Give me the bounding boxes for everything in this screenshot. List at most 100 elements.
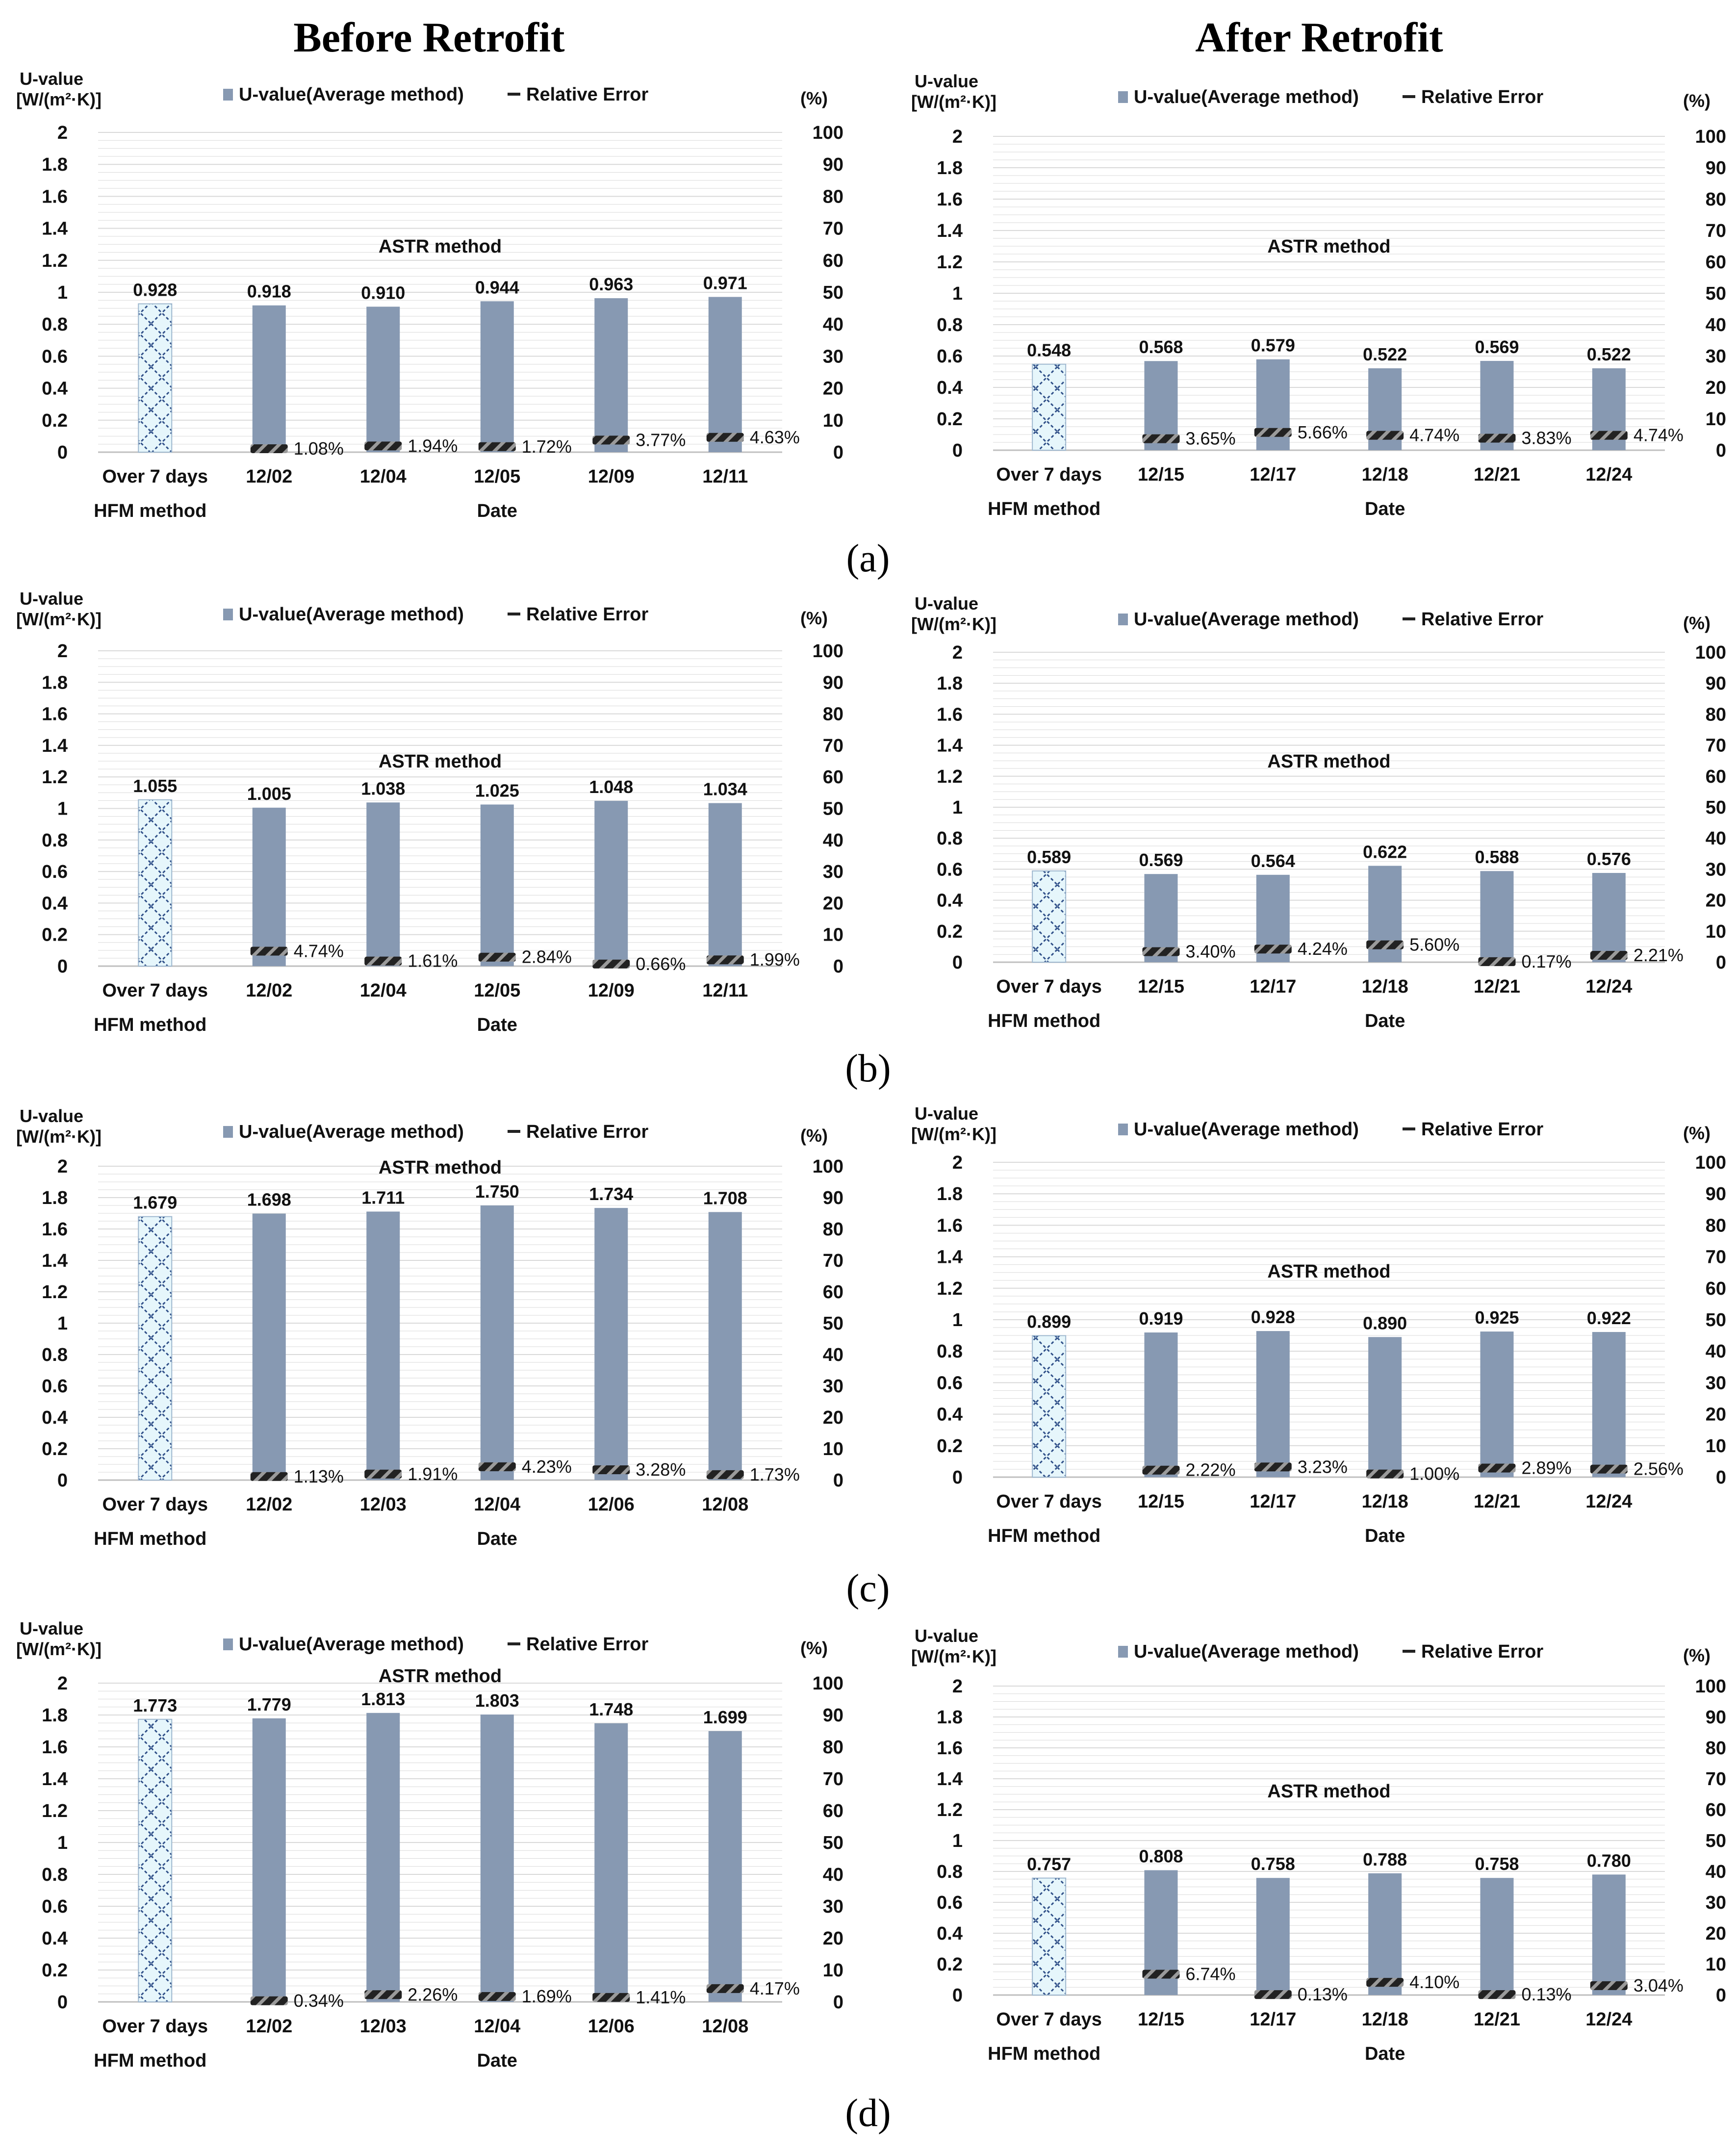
astr-method-label: ASTR method [379,751,502,772]
bar-value-label: 1.048 [589,777,633,797]
y2-tick-label: 60 [823,767,843,788]
x-tick-label: 12/03 [360,2016,407,2037]
y-tick-label: 0.6 [42,1896,68,1917]
y2-tick-label: 50 [823,282,843,303]
legend-error-label: Relative Error [526,84,648,105]
astr-method-label: ASTR method [379,1157,502,1178]
y-tick-label: 1 [952,283,963,304]
y2-tick-label: 0 [1716,1985,1726,2006]
astr-bar [708,297,742,452]
astr-bar [366,1211,400,1480]
astr-method-label: ASTR method [379,236,502,257]
y-axis-unit: [W/(m²·K)] [16,1639,102,1659]
hfm-method-label: HFM method [94,1015,206,1035]
y-tick-label: 1.4 [42,736,68,756]
x-tick-label: 12/02 [246,1494,292,1515]
relative-error-marker [592,435,630,445]
x-tick-label: 12/05 [474,466,520,487]
relative-error-marker [250,947,288,956]
y-tick-label: 1.6 [42,1737,68,1758]
x-tick-label: 12/09 [588,980,635,1001]
hfm-method-label: HFM method [94,501,206,521]
relative-error-label: 0.17% [1522,951,1572,972]
x-tick-label: 12/05 [474,980,520,1001]
y2-tick-label: 100 [813,641,843,662]
y-tick-label: 1.6 [42,186,68,207]
astr-bar [1480,1331,1514,1477]
bar-value-label: 0.588 [1475,847,1519,867]
y2-tick-label: 30 [1706,346,1726,367]
relative-error-marker [1254,1990,1292,1999]
legend-bar-label: U-value(Average method) [239,84,464,105]
bar-value-label: 0.928 [1251,1307,1295,1327]
relative-error-marker [1366,431,1404,440]
y2-tick-label: 90 [1706,673,1726,694]
y2-tick-label: 80 [823,1737,843,1758]
y-tick-label: 1.6 [937,1215,963,1236]
y2-axis-title: (%) [800,1638,828,1658]
y2-tick-label: 10 [823,1439,843,1459]
y2-tick-label: 60 [1706,1279,1726,1299]
bar-value-label: 1.025 [475,780,519,800]
relative-error-label: 2.84% [522,947,572,967]
y2-tick-label: 40 [823,1345,843,1365]
legend-error-swatch [1403,617,1415,620]
y-axis-unit: [W/(m²·K)] [911,1646,996,1666]
y2-tick-label: 70 [1706,736,1726,756]
y-tick-label: 0.8 [937,315,963,335]
y-axis-title: U-value [20,1618,83,1638]
y-tick-label: 0 [952,952,963,973]
x-tick-label: 12/08 [702,1494,748,1515]
astr-bar [252,1213,286,1480]
relative-error-marker [1142,1465,1180,1475]
y-tick-label: 1.2 [42,1801,68,1821]
relative-error-label: 6.74% [1186,1964,1236,1984]
relative-error-label: 3.04% [1634,1975,1684,1996]
y-tick-label: 0.2 [937,409,963,430]
hfm-bar [138,1718,173,2002]
x-axis-title: Date [1365,1011,1405,1031]
relative-error-marker [706,1984,744,1993]
astr-bar [1480,1878,1514,1995]
y-axis-title: U-value [20,589,83,609]
astr-bar [594,1723,628,2002]
bar-value-label: 1.748 [589,1699,633,1719]
y-tick-label: 0.2 [42,1439,68,1459]
relative-error-label: 3.23% [1298,1457,1348,1477]
y-axis-title: U-value [915,1626,978,1646]
row-label-a: (a) [846,537,890,580]
y2-tick-label: 100 [813,123,843,143]
bar-value-label: 0.890 [1363,1313,1407,1333]
bar-value-label: 1.750 [475,1181,519,1202]
y-tick-label: 1 [57,799,68,819]
x-axis-title: Date [1365,499,1405,519]
chart-panel-7: 00.20.40.60.811.21.41.61.820102030405060… [16,1618,843,2071]
bar-value-label: 0.569 [1139,850,1183,870]
x-tick-label: 12/18 [1362,976,1408,997]
before-retrofit-title: Before Retrofit [293,14,565,61]
y2-tick-label: 40 [823,314,843,335]
relative-error-label: 4.63% [750,427,800,447]
hfm-method-label: HFM method [94,1529,206,1549]
relative-error-marker [1478,957,1516,966]
astr-bar [480,301,514,452]
legend-bar-swatch [1118,1646,1128,1658]
legend-bar-swatch [1118,1124,1128,1135]
relative-error-marker [250,444,288,453]
y-tick-label: 1.8 [42,1705,68,1726]
relative-error-marker [1478,434,1516,443]
astr-bar [252,1718,286,2002]
x-tick-label: 12/04 [360,980,407,1001]
hfm-bar [1032,363,1067,451]
y2-tick-label: 50 [823,1833,843,1853]
x-axis-title: Date [477,501,517,521]
y2-tick-label: 20 [1706,1923,1726,1944]
y-tick-label: 0.6 [937,346,963,367]
astr-bar [366,307,400,452]
y2-tick-label: 90 [1706,1707,1726,1728]
y2-tick-label: 60 [1706,1800,1726,1820]
astr-bar [708,1212,742,1480]
legend-bar-swatch [1118,614,1128,625]
row-label-b: (b) [845,1047,891,1090]
x-tick-label: Over 7 days [102,2016,208,2037]
